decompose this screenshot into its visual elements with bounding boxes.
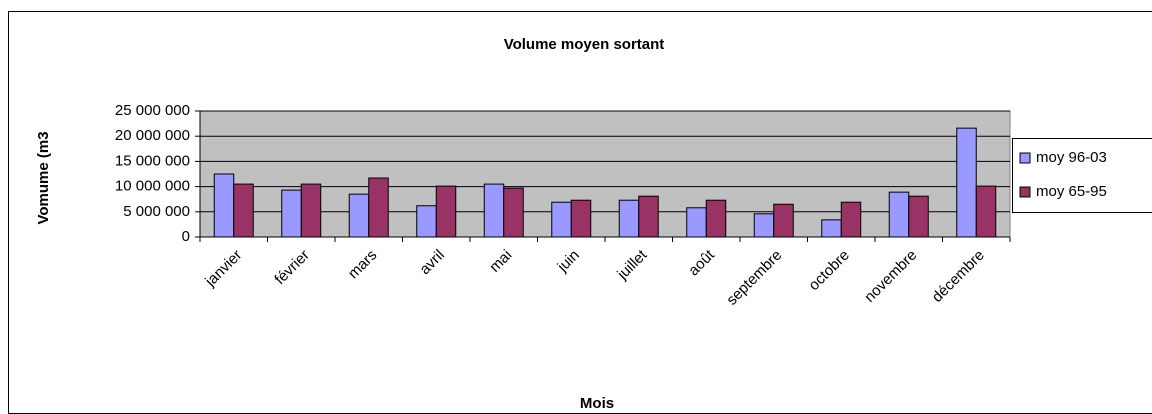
bar (213, 173, 235, 238)
bar (773, 203, 794, 238)
bar (975, 185, 997, 238)
chart-title: Volume moyen sortant (504, 36, 665, 53)
bar (753, 213, 775, 238)
y-tick-label: 15 000 000 (115, 152, 190, 169)
legend-swatch (1019, 186, 1031, 198)
bar (551, 201, 572, 238)
bar (908, 195, 929, 238)
x-axis-title: Mois (580, 395, 614, 412)
bar (956, 127, 977, 238)
bar (821, 219, 842, 238)
y-tick-label: 25 000 000 (115, 102, 190, 119)
bar (888, 191, 910, 238)
bar (705, 199, 727, 238)
y-tick-label: 5 000 000 (123, 203, 190, 220)
legend-label: moy 65-95 (1036, 183, 1107, 200)
bar (300, 183, 322, 238)
legend-label: moy 96-03 (1036, 149, 1107, 166)
legend-box (1012, 138, 1152, 213)
bar (686, 207, 707, 238)
y-tick-label: 0 (182, 228, 190, 245)
y-tick-label: 20 000 000 (115, 127, 190, 144)
bar (618, 199, 640, 238)
legend-swatch (1019, 152, 1031, 164)
y-axis-title: Vomume (m3 (35, 131, 52, 224)
bar (368, 177, 389, 238)
bar (638, 195, 659, 238)
bar (233, 183, 254, 238)
bar (435, 185, 457, 238)
bar (281, 189, 302, 238)
bar (840, 201, 862, 238)
bar (570, 199, 592, 238)
plot-area (199, 110, 1011, 238)
bar (483, 183, 505, 238)
bar (348, 193, 370, 238)
bar (416, 205, 437, 238)
y-tick-label: 10 000 000 (115, 178, 190, 195)
bar (503, 187, 524, 238)
